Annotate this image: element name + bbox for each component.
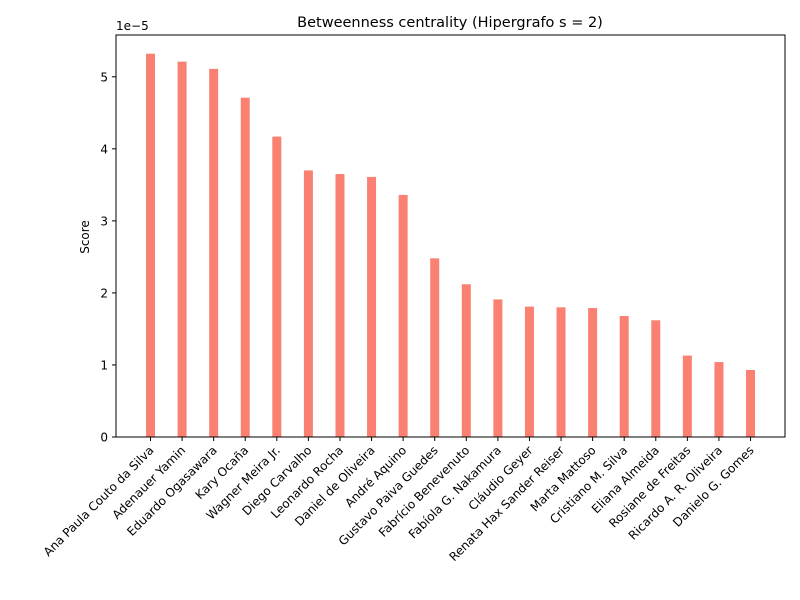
- bar: [303, 170, 313, 437]
- bar: [682, 355, 692, 437]
- y-tick-label: 0: [100, 431, 108, 445]
- plot-frame: [115, 34, 786, 438]
- y-ticks-group: 0 1 2 3 4 5: [100, 70, 116, 445]
- bar: [335, 174, 345, 437]
- y-tick-label: 1: [100, 358, 108, 372]
- bar: [651, 320, 661, 437]
- bars-group: [146, 53, 756, 438]
- chart-title: Betweenness centrality (Hipergrafo s = 2…: [297, 15, 603, 31]
- y-tick-label: 3: [100, 214, 108, 228]
- y-tick-label: 5: [100, 70, 108, 84]
- bar: [430, 258, 440, 437]
- bar: [461, 284, 471, 437]
- bar: [209, 68, 219, 437]
- y-axis-offset-text: 1e−5: [116, 19, 149, 33]
- bar: [588, 308, 598, 437]
- bar: [398, 194, 408, 437]
- y-tick-label: 4: [100, 142, 108, 156]
- bar: [272, 136, 282, 438]
- bar: [493, 299, 503, 437]
- y-tick-label: 2: [100, 286, 108, 300]
- bar: [524, 306, 534, 437]
- bar: [240, 97, 250, 437]
- bar: [714, 362, 724, 437]
- bar: [177, 61, 187, 437]
- bar: [556, 307, 566, 437]
- y-axis-label: Score: [78, 220, 92, 254]
- bar: [367, 176, 377, 437]
- bar: [146, 53, 155, 438]
- bar: [619, 315, 629, 437]
- bar: [746, 370, 756, 437]
